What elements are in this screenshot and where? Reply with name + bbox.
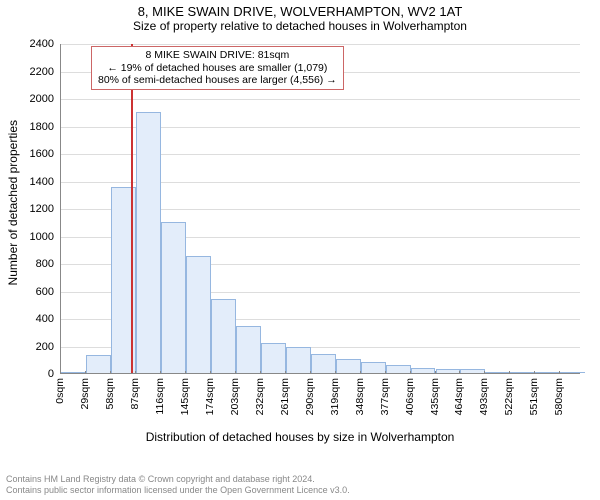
x-tick-mark [85, 371, 86, 374]
x-tick-mark [484, 371, 485, 374]
bar [436, 369, 461, 373]
y-tick: 200 [14, 341, 54, 353]
x-tick-mark [160, 371, 161, 374]
bar [211, 299, 236, 373]
annotation-line-1: 8 MIKE SWAIN DRIVE: 81sqm [98, 49, 337, 62]
x-tick: 29sqm [79, 378, 91, 410]
x-tick: 319sqm [329, 378, 341, 415]
x-tick: 580sqm [553, 378, 565, 415]
annotation-line-3: 80% of semi-detached houses are larger (… [98, 74, 337, 87]
bar [361, 362, 386, 373]
bar [510, 372, 535, 373]
x-tick: 145sqm [179, 378, 191, 415]
x-tick-mark [110, 371, 111, 374]
x-tick-mark [559, 371, 560, 374]
x-tick-mark [260, 371, 261, 374]
y-tick: 1200 [14, 203, 54, 215]
y-tick: 1800 [14, 121, 54, 133]
x-tick-mark [335, 371, 336, 374]
x-tick-mark [410, 371, 411, 374]
x-tick-mark [135, 371, 136, 374]
x-tick-mark [360, 371, 361, 374]
gridline [61, 99, 580, 100]
x-tick: 435sqm [429, 378, 441, 415]
x-tick: 348sqm [354, 378, 366, 415]
bar [236, 326, 261, 373]
bar [86, 355, 111, 373]
x-tick-mark [285, 371, 286, 374]
y-tick: 2400 [14, 38, 54, 50]
x-tick: 232sqm [254, 378, 266, 415]
bar [286, 347, 311, 373]
x-tick: 0sqm [54, 378, 66, 404]
x-tick: 406sqm [404, 378, 416, 415]
bar [535, 372, 560, 373]
bar [261, 343, 286, 373]
bar [61, 372, 86, 373]
x-tick: 551sqm [528, 378, 540, 415]
x-tick: 464sqm [453, 378, 465, 415]
page-title: 8, MIKE SWAIN DRIVE, WOLVERHAMPTON, WV2 … [0, 0, 600, 19]
footer-attribution: Contains HM Land Registry data © Crown c… [0, 472, 356, 498]
footer-line-2: Contains public sector information licen… [6, 485, 350, 496]
property-marker-line [131, 44, 133, 373]
y-tick: 800 [14, 258, 54, 270]
y-tick: 2200 [14, 66, 54, 78]
bar [186, 256, 211, 373]
x-tick: 116sqm [154, 378, 166, 415]
x-tick: 377sqm [379, 378, 391, 415]
x-tick-mark [310, 371, 311, 374]
x-tick: 58sqm [104, 378, 116, 410]
bar [386, 365, 411, 373]
x-tick: 87sqm [129, 378, 141, 410]
page-subtitle: Size of property relative to detached ho… [0, 19, 600, 33]
x-tick-mark [235, 371, 236, 374]
bar [336, 359, 361, 373]
y-tick: 400 [14, 313, 54, 325]
y-tick: 1600 [14, 148, 54, 160]
annotation-line-2: ← 19% of detached houses are smaller (1,… [98, 62, 337, 75]
y-tick: 600 [14, 286, 54, 298]
chart-plot-area: 8 MIKE SWAIN DRIVE: 81sqm ← 19% of detac… [60, 44, 580, 374]
annotation-box: 8 MIKE SWAIN DRIVE: 81sqm ← 19% of detac… [91, 46, 344, 90]
x-tick-mark [435, 371, 436, 374]
y-tick: 1000 [14, 231, 54, 243]
x-tick-mark [509, 371, 510, 374]
x-tick-mark [459, 371, 460, 374]
x-tick: 290sqm [304, 378, 316, 415]
x-tick-labels: 0sqm29sqm58sqm87sqm116sqm145sqm174sqm203… [60, 374, 580, 434]
x-tick-mark [185, 371, 186, 374]
bar [485, 372, 510, 373]
bar [411, 368, 436, 374]
x-tick: 174sqm [204, 378, 216, 415]
gridline [61, 44, 580, 45]
bar [136, 112, 161, 373]
y-tick: 2000 [14, 93, 54, 105]
bar [161, 222, 186, 373]
x-tick-mark [534, 371, 535, 374]
bar [311, 354, 336, 373]
x-tick: 522sqm [503, 378, 515, 415]
y-tick: 1400 [14, 176, 54, 188]
bar [560, 372, 585, 373]
x-tick: 203sqm [229, 378, 241, 415]
y-tick: 0 [14, 368, 54, 380]
x-tick-mark [60, 371, 61, 374]
x-tick-mark [210, 371, 211, 374]
x-tick: 261sqm [279, 378, 291, 415]
x-tick-mark [385, 371, 386, 374]
x-axis-label: Distribution of detached houses by size … [0, 430, 600, 444]
bar [460, 369, 485, 373]
footer-line-1: Contains HM Land Registry data © Crown c… [6, 474, 350, 485]
x-tick: 493sqm [478, 378, 490, 415]
